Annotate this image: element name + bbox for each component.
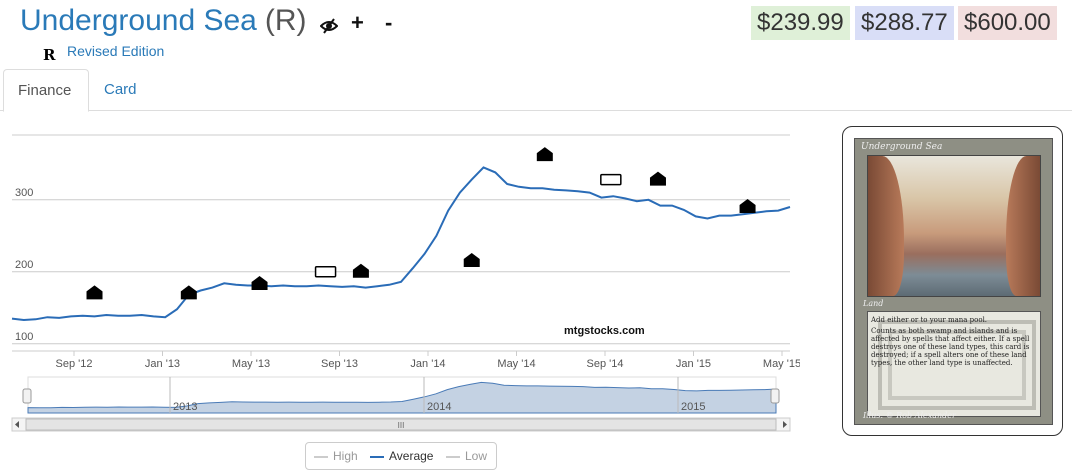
scroll-right-arrow [783, 421, 787, 428]
tab-finance[interactable]: Finance [3, 69, 89, 112]
legend-high[interactable]: High [314, 449, 358, 463]
x-tick-label: May '13 [232, 358, 270, 370]
tab-card[interactable]: Card [104, 81, 137, 98]
set-icon [86, 285, 103, 300]
y-tick-label: 100 [15, 331, 33, 343]
scrollbar-thumb [25, 418, 777, 431]
x-tick-label: Sep '14 [587, 358, 624, 370]
set-icon: R [43, 46, 56, 64]
set-icon [352, 263, 369, 278]
plus-button[interactable]: + [351, 10, 364, 35]
eye-slash-icon[interactable] [319, 14, 339, 40]
card-rarity: (R) [264, 4, 307, 37]
card-image: Underground Sea Land Add either or to yo… [842, 126, 1063, 436]
navigator-year-label: 2014 [427, 401, 451, 413]
x-tick-label: Sep '12 [56, 358, 93, 370]
y-tick-label: 200 [15, 259, 33, 271]
navigator-handle [22, 388, 32, 404]
page-title: Underground Sea (R) [20, 4, 307, 38]
card-image-name: Underground Sea [861, 142, 943, 152]
price-chart[interactable]: 100 200 300 Sep '12 Jan '13 May '13 Sep '13 Jan… [0, 120, 800, 440]
price-high: $600.00 [958, 6, 1057, 40]
x-tick-label: Sep '13 [321, 358, 358, 370]
minus-button[interactable]: - [385, 10, 393, 35]
set-icon [649, 171, 666, 186]
mtgstocks-watermark: mtgstocks.com [564, 325, 645, 337]
card-art [867, 155, 1041, 297]
x-tick-label: May '14 [497, 358, 535, 370]
x-tick-label: Jan '13 [145, 358, 180, 370]
navigator-handle [770, 388, 780, 404]
y-tick-label: 300 [15, 187, 33, 199]
set-icon [536, 147, 553, 162]
set-icon [739, 199, 756, 213]
set-icon [251, 276, 268, 291]
set-name-link[interactable]: Revised Edition [67, 43, 165, 59]
legend-average[interactable]: Average [370, 449, 433, 463]
scroll-left-arrow [15, 421, 19, 428]
price-average: $288.77 [855, 6, 954, 40]
series-line-average [11, 166, 791, 322]
set-icon [180, 285, 197, 300]
navigator-year-label: 2013 [173, 401, 197, 413]
card-image-text: Add either or to your mana pool. Counts … [867, 311, 1041, 417]
set-icon [463, 253, 480, 267]
legend-low[interactable]: Low [446, 449, 487, 463]
m15-set-icon [600, 173, 622, 186]
card-image-illus: Illus. © Rob Alexander [863, 411, 956, 420]
tab-bar: Finance Card [0, 69, 1072, 112]
x-tick-label: May '15 [763, 358, 800, 370]
m14-set-icon [314, 266, 337, 278]
card-image-type: Land [863, 299, 884, 308]
x-tick-label: Jan '14 [410, 358, 445, 370]
price-low: $239.99 [751, 6, 850, 40]
navigator-year-label: 2015 [681, 401, 705, 413]
card-name: Underground Sea [20, 4, 257, 37]
navigator-area [27, 381, 777, 414]
scrollbar-grip: III [398, 421, 405, 430]
chart-legend: High Average Low [305, 442, 497, 470]
x-tick-label: Jan '15 [676, 358, 711, 370]
